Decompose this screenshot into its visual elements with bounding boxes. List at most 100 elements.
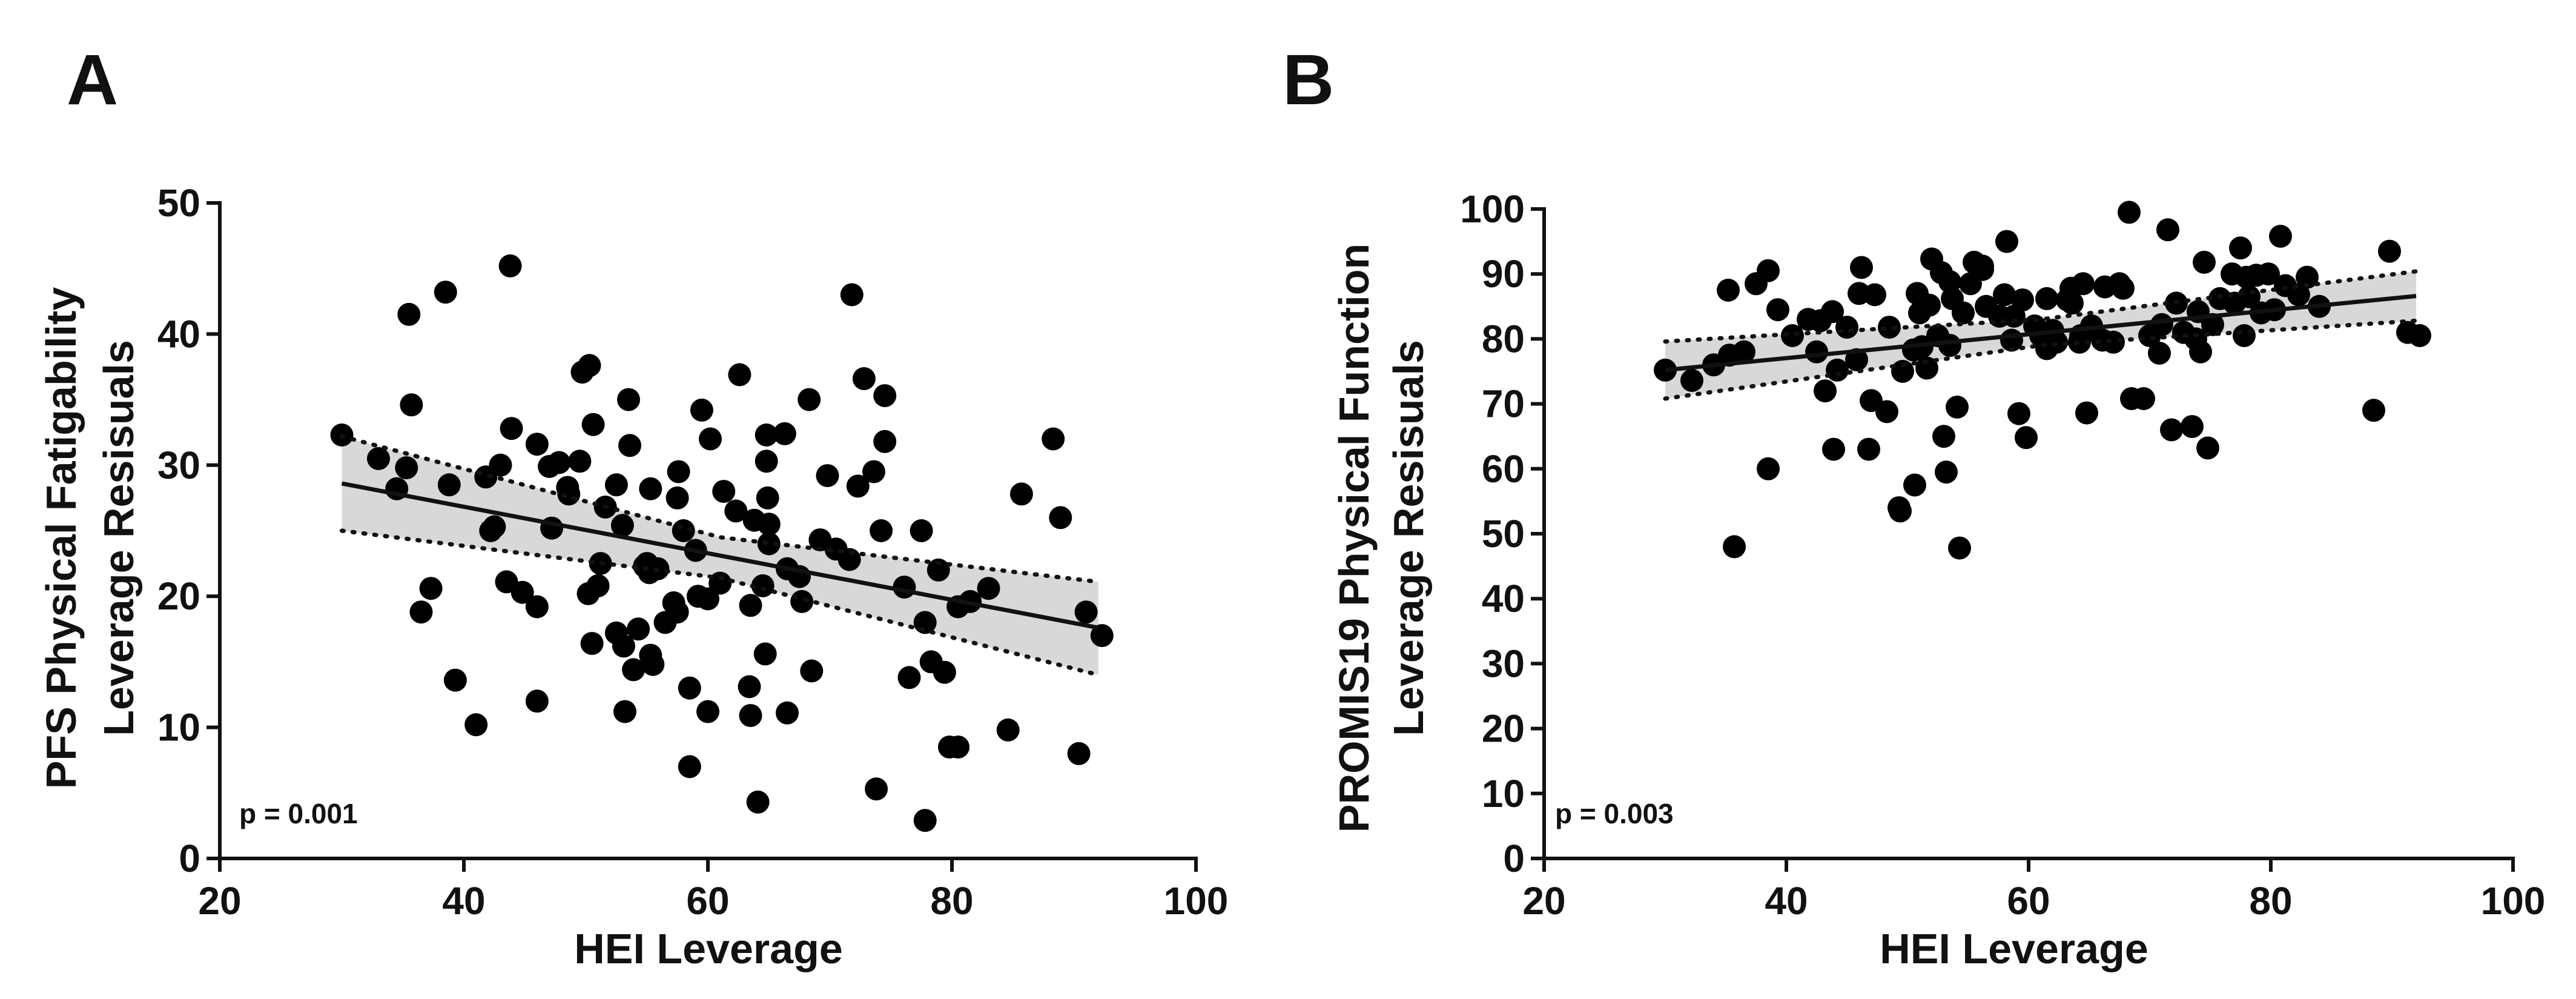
panel-a-data-point: [926, 558, 950, 582]
panel-b-chart: B 0 10 20 30 40 50 60 70 80 90 100 20 40 60 80 100 p =…: [1283, 40, 2545, 972]
panel-b-data-point: [2148, 342, 2171, 365]
panel-a-data-point: [840, 283, 864, 307]
panel-b-data-point: [1903, 473, 1926, 497]
panel-a-chart: A 0 10 20 30 40 50 20 40 60 80 100 p = 0.001 HEI …: [38, 40, 1228, 972]
panel-b-data-point: [2112, 276, 2135, 300]
panel-b-data-point: [1932, 425, 1955, 448]
panel-b-x-tick-label: 100: [2481, 879, 2546, 923]
panel-b-y-tick-label: 60: [1482, 447, 1525, 491]
panel-a-data-point: [798, 388, 821, 411]
panel-a-data-point: [641, 652, 665, 676]
panel-b-data-point: [2287, 283, 2310, 307]
panel-a-data-point: [400, 393, 423, 417]
panel-a-data-point: [728, 363, 751, 387]
panel-a-data-point: [977, 577, 1000, 600]
panel-b-data-point: [2201, 313, 2224, 336]
panel-a-data-point: [708, 571, 732, 595]
panel-a-data-point: [557, 482, 581, 506]
panel-b-data-point: [2233, 324, 2256, 347]
panel-a-data-point: [751, 574, 774, 597]
panel-b-x-tick-label: 80: [2249, 879, 2292, 923]
panel-a-data-point: [525, 689, 549, 713]
panel-b-data-point: [1826, 358, 1849, 382]
panel-b-data-point: [1946, 396, 1969, 419]
panel-b-y-tick-label: 20: [1482, 707, 1525, 751]
panel-b-data-point: [1938, 270, 1961, 294]
panel-a-data-point: [604, 473, 628, 497]
panel-b-data-point: [1935, 460, 1958, 484]
panel-b-data-point: [1889, 499, 1912, 523]
panel-a-data-point: [613, 700, 636, 723]
panel-a-data-point: [757, 513, 781, 536]
panel-b-data-point: [1821, 300, 1844, 324]
panel-a-x-tick-label: 60: [686, 879, 729, 923]
panel-a-data-point: [724, 499, 748, 523]
panel-b-data-point: [2150, 313, 2173, 336]
panel-b-data-point: [1805, 340, 1828, 363]
panel-a-data-point: [678, 755, 701, 778]
panel-a-data-point: [756, 486, 779, 509]
panel-b-y-tick-label: 30: [1482, 642, 1525, 685]
panel-b-data-point: [2160, 418, 2183, 442]
panel-b-data-point: [1781, 324, 1804, 347]
panel-a-data-point: [618, 434, 641, 457]
panel-a-data-point: [913, 809, 937, 832]
panel-a-data-point: [665, 600, 689, 624]
panel-a-data-point: [933, 660, 956, 684]
panel-a-data-point: [862, 460, 885, 483]
panel-a-data-point: [667, 460, 690, 483]
panel-a-data-point: [437, 473, 461, 497]
panel-a-y-tick-label: 30: [157, 443, 200, 487]
panel-a-p-value: p = 0.001: [239, 798, 358, 829]
panel-b-data-point: [2011, 288, 2034, 312]
panel-a-data-point: [816, 464, 839, 488]
panel-a-x-tick-label: 100: [1164, 879, 1229, 923]
panel-a-data-point: [578, 354, 601, 377]
panel-b-data-point: [2196, 436, 2219, 460]
panel-a-data-point: [434, 280, 457, 304]
panel-a-data-point: [865, 777, 888, 801]
panel-b-data-point: [1814, 379, 1837, 403]
panel-b-data-point: [2229, 236, 2252, 260]
panel-b-points: [1654, 201, 2431, 560]
panel-a-y-ticks: 0 10 20 30 40 50: [157, 181, 220, 880]
panel-b-y-axis-title-line2: Leverage Resisuals: [1385, 340, 1432, 736]
panel-b-data-point: [1732, 340, 1755, 363]
panel-b-data-point: [1822, 437, 1845, 461]
panel-a-data-point: [873, 430, 897, 453]
panel-a-points: [330, 254, 1114, 832]
panel-a-y-axis-title-line1: PFS Physical Fatigability: [38, 287, 85, 789]
panel-b-data-point: [1915, 356, 1938, 380]
panel-b-data-point: [2015, 426, 2038, 450]
panel-a-letter: A: [67, 40, 118, 120]
panel-b-y-tick-label: 10: [1482, 772, 1525, 815]
panel-b-data-point: [1757, 259, 1780, 282]
panel-a-data-point: [489, 453, 512, 477]
panel-b-data-point: [2362, 399, 2385, 422]
panel-b-data-point: [1654, 358, 1677, 382]
panel-a-data-point: [580, 632, 604, 655]
panel-b-data-point: [2257, 262, 2280, 286]
panel-a-data-point: [870, 519, 893, 542]
panel-b-data-point: [1952, 301, 1975, 325]
panel-b-data-point: [2156, 218, 2179, 242]
panel-b-data-point: [1995, 230, 2018, 253]
panel-b-data-point: [1863, 283, 1886, 307]
panel-a-data-point: [910, 519, 933, 542]
panel-a-data-point: [755, 423, 778, 446]
panel-a-data-point: [996, 718, 1020, 742]
panel-a-regression-line: [341, 481, 1099, 630]
panel-b-data-point: [1971, 254, 1994, 278]
panel-b-data-point: [1850, 256, 1873, 279]
panel-a-data-point: [678, 676, 701, 700]
panel-a-data-point: [397, 302, 421, 326]
panel-b-data-point: [2189, 340, 2212, 363]
panel-b-data-point: [2007, 402, 2030, 425]
panel-a-y-tick-label: 20: [157, 574, 200, 618]
panel-a-y-tick-label: 50: [157, 181, 200, 225]
panel-a-data-point: [776, 701, 799, 725]
panel-b-data-point: [2378, 239, 2401, 263]
panel-b-data-point: [2269, 225, 2292, 248]
panel-a-data-point: [1074, 600, 1098, 624]
panel-b-data-point: [1918, 293, 1941, 317]
